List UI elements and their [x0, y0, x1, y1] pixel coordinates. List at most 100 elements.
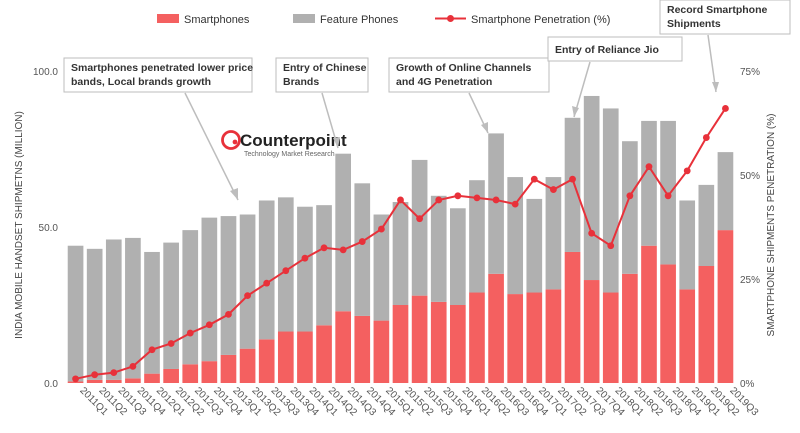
bar-smartphones [297, 331, 313, 383]
penetration-point [244, 292, 251, 300]
annotation-record: Record Smartphone Shipments [659, 0, 791, 93]
bar-smartphones [335, 311, 351, 383]
penetration-point [110, 369, 118, 376]
annotation-text-line: Brands [283, 76, 319, 88]
annotation-box [547, 36, 683, 62]
penetration-point [416, 215, 424, 223]
bar-smartphones [277, 331, 294, 383]
bar-smartphones [392, 305, 409, 383]
bar-smartphones [622, 273, 638, 383]
x-tick-labels: 2011Q12011Q22011Q32011Q42012Q12012Q22012… [77, 385, 760, 418]
penetration-point [550, 186, 557, 193]
bar-feature-phones [105, 239, 122, 380]
y-tick-label: 50.0 [39, 223, 59, 234]
bar-feature-phones [335, 153, 351, 312]
y-tick-label: 0.0 [44, 379, 58, 390]
bar-smartphones [182, 364, 199, 383]
penetration-point [530, 175, 538, 183]
bar-smartphones [220, 354, 237, 383]
legend-label-feature-phones: Feature Phones [320, 14, 399, 26]
counterpoint-logo: Counterpoint Technology Market Research [221, 130, 347, 158]
bar-smartphones [239, 348, 256, 383]
bar-smartphones [526, 292, 543, 383]
bar-smartphones [316, 325, 332, 383]
logo-mark-icon [221, 130, 241, 150]
y2-tick-label: 75% [740, 67, 760, 78]
penetration-point [473, 194, 481, 202]
bar-feature-phones [354, 183, 371, 316]
annotation-text-line: Growth of Online Channels [396, 62, 531, 74]
logo-tagline: Technology Market Research [244, 151, 335, 158]
penetration-point [607, 242, 615, 250]
bar-smartphones [411, 295, 428, 383]
penetration-point [702, 134, 710, 141]
bar-feature-phones [526, 198, 543, 293]
bar-feature-phones [583, 95, 600, 281]
bar-feature-phones [182, 230, 199, 365]
annotation-arrow [184, 92, 239, 201]
bar-feature-phones [373, 214, 390, 321]
bar-feature-phones [67, 245, 84, 382]
penetration-point [377, 225, 385, 233]
bar-feature-phones [450, 208, 466, 305]
penetration-point [225, 310, 232, 318]
y-tick-label: 100.0 [33, 67, 58, 78]
bar-feature-phones [564, 117, 581, 252]
arrow-head-icon [481, 122, 488, 133]
bar-smartphones [201, 361, 218, 383]
bar-feature-phones [86, 248, 103, 380]
penetration-point [167, 340, 175, 347]
penetration-point [358, 238, 366, 245]
penetration-point [569, 175, 576, 183]
annotation-text-line: and 4G Penetration [396, 76, 492, 88]
penetration-point [301, 254, 309, 262]
annotation-text-line: Record Smartphone [667, 4, 768, 16]
bar-feature-phones [392, 202, 409, 305]
bar-feature-phones [144, 251, 160, 374]
bar-smartphones [583, 280, 600, 383]
bar-feature-phones [125, 237, 141, 379]
bar-smartphones [105, 379, 122, 383]
annotation-text-line: Smartphones penetrated lower price [71, 62, 253, 74]
legend-swatch-feature-phones [293, 14, 315, 23]
annotation-text-line: bands, Local brands growth [71, 76, 211, 88]
annotation-chinese: Entry of Chinese Brands [275, 57, 369, 149]
bar-smartphones [698, 266, 715, 383]
bar-smartphones [488, 273, 504, 383]
logo-dot-icon [232, 139, 238, 145]
legend-label-penetration: Smartphone Penetration (%) [471, 14, 610, 26]
penetration-point [397, 196, 404, 204]
bar-feature-phones [220, 216, 237, 355]
bar-smartphones [602, 292, 619, 383]
bar-smartphones [564, 251, 581, 383]
annotation-jio: Entry of Reliance Jio [547, 36, 683, 118]
bar-feature-phones [277, 197, 294, 332]
bar-feature-phones [717, 152, 734, 231]
penetration-point [205, 321, 213, 329]
bar-smartphones [125, 378, 141, 383]
annotation-text-line: Shipments [667, 18, 721, 30]
annotation-price-bands: Smartphones penetrated lower price bands… [63, 57, 253, 201]
annotation-text-line: Entry of Reliance Jio [555, 44, 659, 56]
bar-smartphones [373, 320, 390, 383]
bar-feature-phones [469, 180, 485, 293]
bar-smartphones [660, 264, 676, 383]
penetration-point [454, 192, 462, 200]
y2-axis-title: SMARTPHONE SHIPMENTS PENETRATION (%) [766, 114, 777, 337]
bar-feature-phones [698, 184, 715, 266]
bar-smartphones [469, 292, 485, 383]
y-axis-title: INDIA MOBILE HANDSET SHIPMETNS (MILLION) [14, 111, 25, 339]
annotation-box [659, 0, 791, 35]
penetration-point [645, 163, 653, 171]
bar-smartphones [450, 305, 466, 383]
bars-group [67, 95, 734, 383]
bar-smartphones [144, 373, 160, 383]
bar-feature-phones [163, 242, 179, 369]
penetration-point [626, 192, 634, 200]
arrow-head-icon [230, 188, 238, 200]
annotation-box [275, 57, 369, 93]
annotation-box [63, 57, 253, 93]
bar-feature-phones [258, 200, 275, 340]
penetration-point [492, 196, 500, 204]
